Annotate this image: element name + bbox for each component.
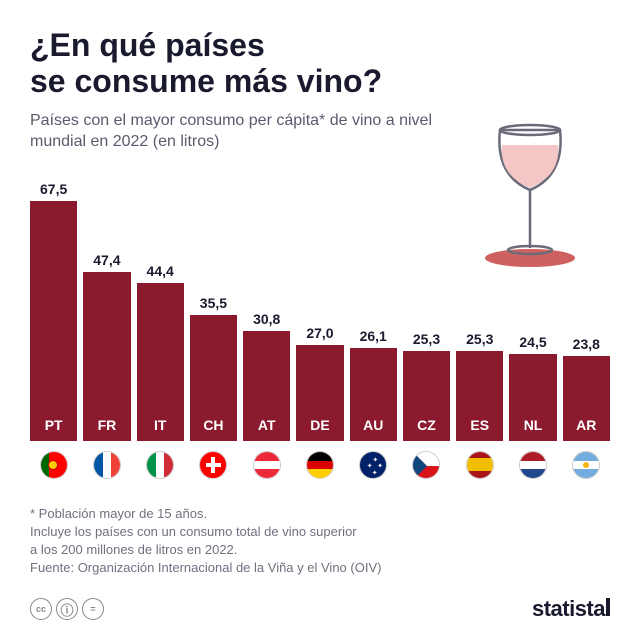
chart-subtitle: Países con el mayor consumo per cápita* …	[30, 110, 450, 153]
bar-label: AR	[576, 417, 596, 433]
bar-nl: 24,5 NL	[509, 334, 556, 441]
bar-ar: 23,8 AR	[563, 336, 610, 441]
flag-ch	[190, 451, 237, 479]
bar-au: 26,1 AU	[350, 328, 397, 441]
chart-title: ¿En qué países se consume más vino?	[30, 28, 610, 100]
bar-es: 25,3 ES	[456, 331, 503, 441]
flag-fr	[83, 451, 130, 479]
bar-fr: 47,4 FR	[83, 252, 130, 441]
flag-es	[456, 451, 503, 479]
bar-value: 26,1	[360, 328, 387, 344]
cc-nd-icon: =	[82, 598, 104, 620]
bar-ch: 35,5 CH	[190, 295, 237, 441]
bar-label: AT	[258, 417, 276, 433]
bar-it: 44,4 IT	[137, 263, 184, 441]
bar-label: PT	[45, 417, 63, 433]
cc-by-icon: ⓘ	[56, 598, 78, 620]
bar-label: DE	[310, 417, 329, 433]
flag-at	[243, 451, 290, 479]
bar-value: 30,8	[253, 311, 280, 327]
bar-de: 27,0 DE	[296, 325, 343, 441]
flag-it	[137, 451, 184, 479]
flag-cz	[403, 451, 450, 479]
bar-value: 44,4	[147, 263, 174, 279]
flag-au: ✦✦✦✦	[350, 451, 397, 479]
bar-value: 25,3	[413, 331, 440, 347]
bar-label: NL	[524, 417, 543, 433]
footnote: * Población mayor de 15 años. Incluye lo…	[30, 505, 610, 578]
flag-ar	[563, 451, 610, 479]
flag-de	[296, 451, 343, 479]
bar-value: 25,3	[466, 331, 493, 347]
bar-cz: 25,3 CZ	[403, 331, 450, 441]
bar-label: CH	[203, 417, 223, 433]
flag-nl	[509, 451, 556, 479]
bar-value: 24,5	[519, 334, 546, 350]
bar-value: 27,0	[306, 325, 333, 341]
statista-logo: statista	[532, 596, 610, 622]
bar-value: 67,5	[40, 181, 67, 197]
flag-pt	[30, 451, 77, 479]
cc-icon: cc	[30, 598, 52, 620]
bar-value: 23,8	[573, 336, 600, 352]
bar-pt: 67,5 PT	[30, 181, 77, 441]
cc-license-icons: cc ⓘ =	[30, 598, 104, 620]
bar-label: ES	[470, 417, 489, 433]
bar-value: 35,5	[200, 295, 227, 311]
bar-label: CZ	[417, 417, 436, 433]
bar-label: IT	[154, 417, 166, 433]
bar-label: AU	[363, 417, 383, 433]
bar-label: FR	[98, 417, 117, 433]
bar-value: 47,4	[93, 252, 120, 268]
bar-at: 30,8 AT	[243, 311, 290, 441]
bar-chart: 67,5 PT 47,4 FR 44,4 IT 35,5 CH 30,8 AT 27,0 DE 26,1…	[30, 171, 610, 491]
